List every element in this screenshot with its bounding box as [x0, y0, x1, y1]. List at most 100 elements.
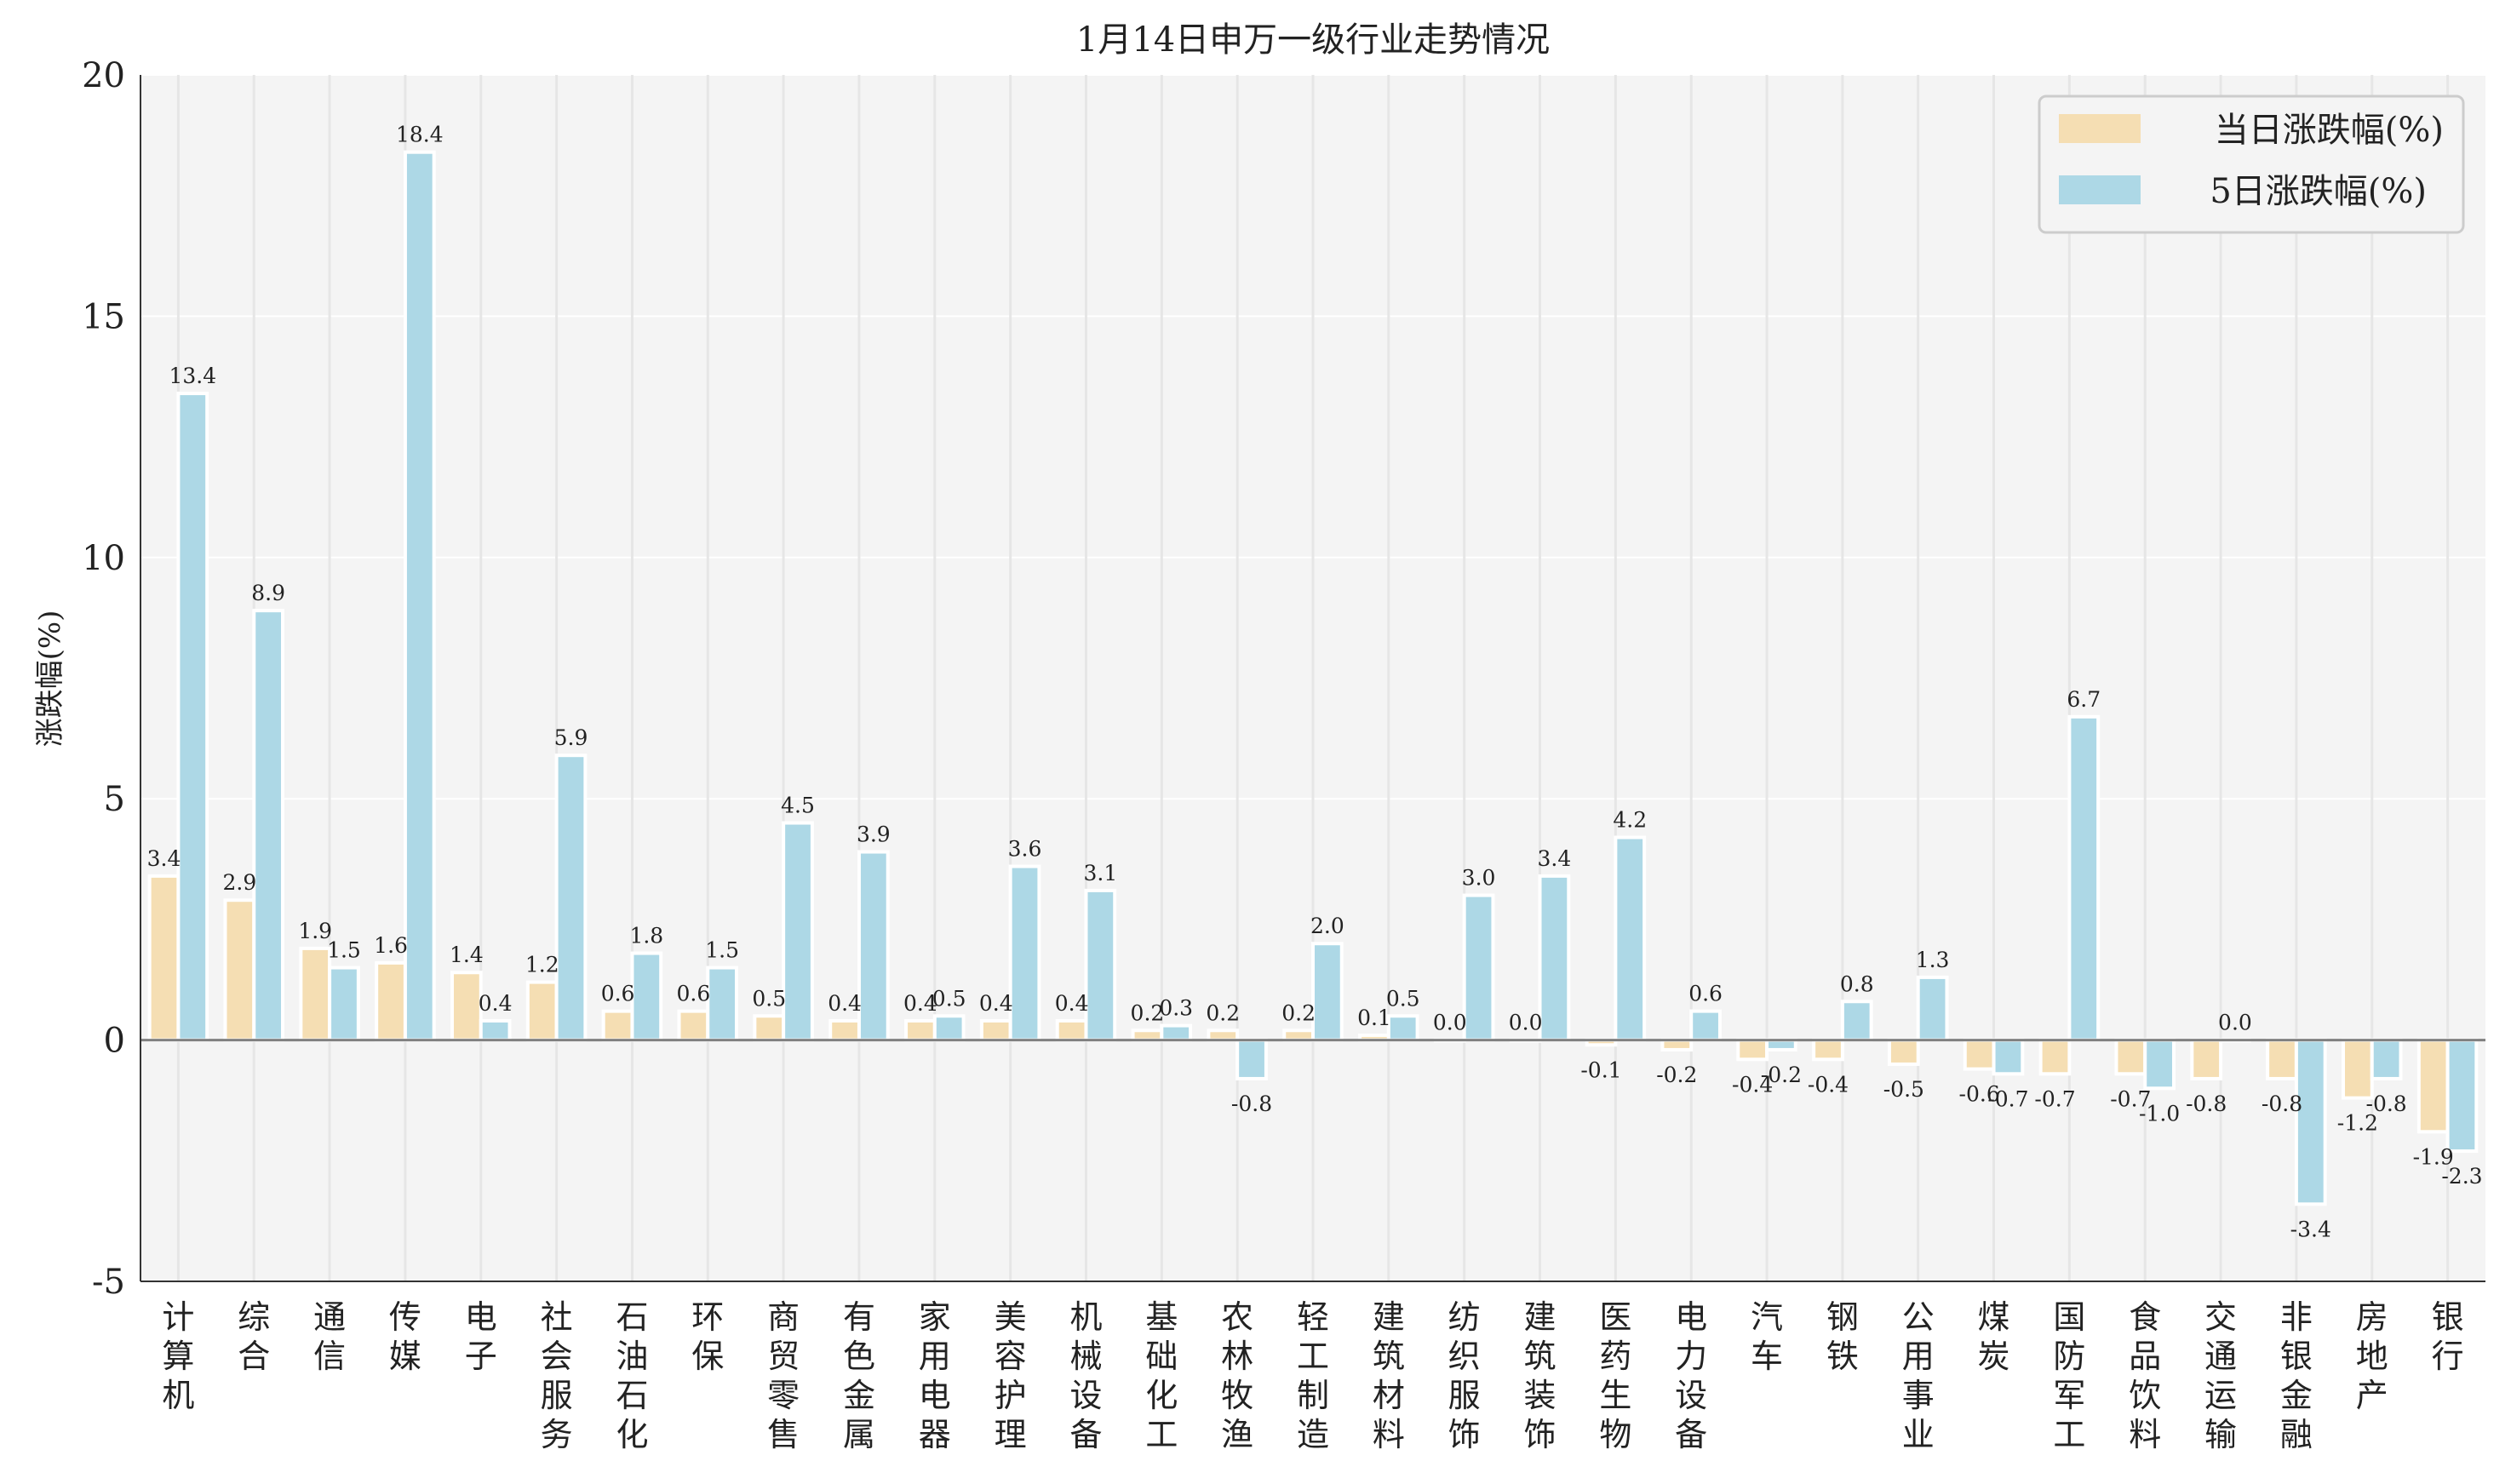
data-label: 6.7 [2067, 687, 2101, 712]
data-label: 0.4 [479, 991, 513, 1016]
data-label: 1.3 [1916, 948, 1950, 972]
bar-5day [2370, 1038, 2403, 1080]
data-label: -0.1 [1580, 1057, 1621, 1082]
bar-5day [2294, 1038, 2327, 1206]
data-label: -0.5 [1883, 1077, 1924, 1102]
x-tick-label: 通信 [313, 1298, 346, 1375]
bar-daily [1736, 1038, 1769, 1062]
data-label: 0.6 [601, 982, 635, 1006]
bar-daily [1660, 1038, 1694, 1051]
bar-daily [299, 946, 332, 1042]
x-tick-label: 有色金属 [843, 1298, 875, 1453]
x-tick-label: 环保 [691, 1298, 724, 1375]
x-tick-label: 交通运输 [2204, 1298, 2237, 1453]
bar-5day [479, 1018, 512, 1042]
data-label: 1.6 [374, 933, 408, 958]
data-label: -0.2 [1761, 1063, 1802, 1087]
bar-daily [375, 960, 407, 1042]
data-label: 8.9 [251, 581, 285, 605]
data-label: 0.6 [677, 982, 711, 1006]
data-label: -0.4 [1732, 1072, 1773, 1097]
x-tick-label: 汽车 [1751, 1298, 1783, 1375]
bar-5day [176, 392, 209, 1042]
bar-5day [857, 850, 890, 1042]
bar-5day [932, 1014, 966, 1042]
bar-5day [1538, 874, 1571, 1042]
bar-5day [630, 951, 663, 1042]
data-label: -0.8 [2366, 1092, 2407, 1116]
data-label: 0.4 [903, 991, 937, 1016]
x-tick-label: 综合 [238, 1298, 270, 1375]
bar-5day [328, 965, 360, 1042]
y-tick-label: -5 [92, 1263, 125, 1302]
data-label: 0.2 [1281, 1000, 1316, 1025]
x-tick-label: 美容护理 [995, 1298, 1027, 1453]
data-label: 4.5 [781, 794, 815, 818]
bar-5day [2143, 1038, 2176, 1091]
data-label: -0.4 [1808, 1072, 1849, 1097]
data-label: 0.4 [828, 991, 862, 1016]
data-label: -2.3 [2441, 1164, 2482, 1189]
bar-daily [1131, 1028, 1164, 1042]
chart-title: 1月14日申万一级行业走势情况 [1076, 20, 1550, 60]
x-tick-label: 农林牧渔 [1221, 1298, 1253, 1453]
bar-5day [1765, 1038, 1797, 1051]
data-label: -0.6 [1959, 1082, 2000, 1107]
bar-5day [1614, 835, 1647, 1042]
x-tick-label: 计算机 [162, 1298, 194, 1414]
bar-daily [1207, 1028, 1240, 1042]
bar-5day [1008, 864, 1041, 1042]
bar-5day [252, 609, 285, 1042]
data-label: 3.6 [1008, 837, 1042, 862]
bar-5day [1916, 975, 1949, 1042]
bar-daily [2416, 1038, 2450, 1134]
data-label: 0.0 [1509, 1011, 1543, 1035]
y-tick-label: 0 [104, 1022, 125, 1061]
data-label: -3.4 [2290, 1217, 2331, 1241]
y-axis-label: 涨跌幅(%) [33, 610, 67, 748]
data-label: 0.4 [979, 991, 1013, 1016]
data-label: 0.0 [2218, 1011, 2252, 1035]
data-label: 0.5 [932, 986, 966, 1011]
x-tick-label: 电力设备 [1675, 1298, 1707, 1453]
data-label: 2.0 [1310, 914, 1344, 938]
data-label: -1.2 [2337, 1111, 2378, 1136]
data-label: 0.1 [1357, 1006, 1391, 1030]
x-tick-label: 银行 [2432, 1298, 2464, 1375]
legend: 当日涨跌幅(%) 5日涨跌幅(%) [2038, 95, 2465, 234]
x-tick-label: 房地产 [2356, 1298, 2388, 1414]
x-tick-label: 建筑材料 [1373, 1298, 1405, 1453]
data-label: -0.8 [1231, 1092, 1272, 1116]
data-label: -0.7 [2034, 1086, 2075, 1111]
bar-daily [525, 980, 559, 1042]
bar-daily [1812, 1038, 1844, 1062]
x-tick-label: 家用电器 [919, 1298, 951, 1453]
x-tick-label: 纺织服饰 [1448, 1298, 1481, 1453]
x-tick-label: 公用事业 [1902, 1298, 1935, 1453]
data-label: 3.0 [1462, 866, 1496, 891]
bar-5day [706, 965, 739, 1042]
bar-daily [1282, 1028, 1316, 1042]
data-label: 0.6 [1688, 982, 1723, 1006]
x-tick-label: 建筑装饰 [1524, 1298, 1556, 1453]
data-label: 1.9 [298, 919, 332, 943]
legend-label-5day: 5日涨跌幅(%) [2210, 172, 2427, 211]
data-label: 1.8 [629, 924, 663, 948]
bar-daily [2341, 1038, 2374, 1100]
data-label: 1.2 [525, 953, 559, 977]
bar-daily [753, 1014, 786, 1042]
x-tick-label: 机械设备 [1069, 1298, 1102, 1453]
data-label: 0.4 [1055, 991, 1089, 1016]
data-label: 1.5 [705, 938, 739, 963]
x-tick-label: 钢铁 [1826, 1298, 1859, 1375]
bar-daily [677, 1009, 710, 1042]
x-tick-label: 基础化工 [1145, 1298, 1178, 1453]
legend-label-daily: 当日涨跌幅(%) [2215, 111, 2444, 150]
bar-daily [828, 1018, 861, 1042]
data-label: 3.9 [857, 822, 891, 847]
x-tick-label: 食品饮料 [2129, 1298, 2161, 1453]
bar-5day [1992, 1038, 2025, 1076]
bar-5day [1689, 1009, 1722, 1042]
y-tick-label: 15 [82, 297, 125, 336]
